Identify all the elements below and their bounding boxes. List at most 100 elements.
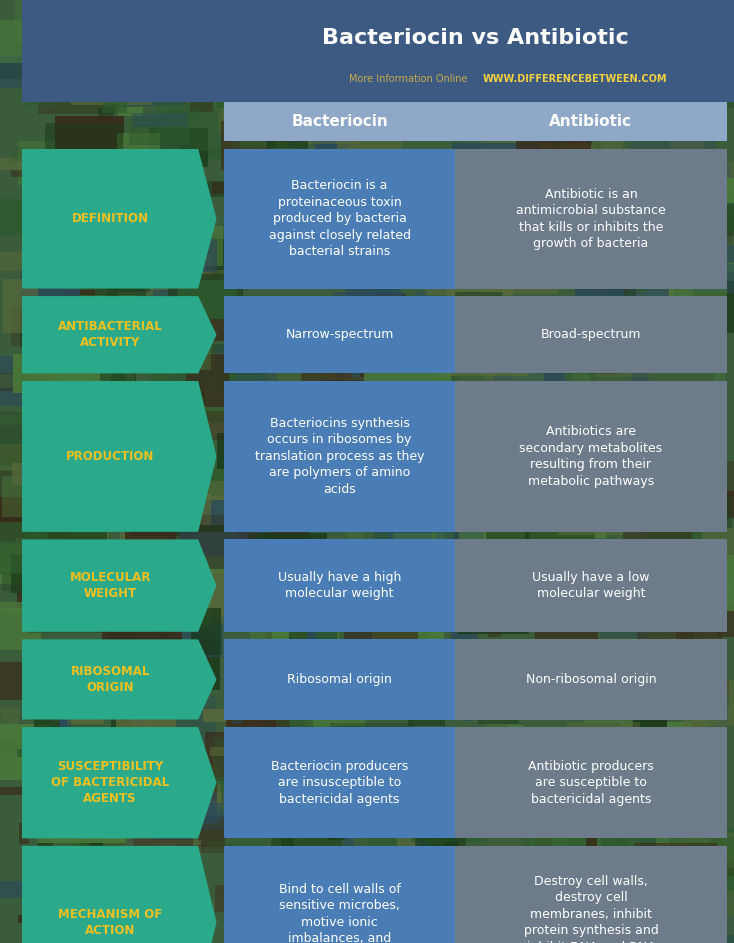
Bar [288, 442, 321, 453]
Bar [487, 524, 527, 541]
Bar [577, 279, 636, 318]
Bar [54, 164, 137, 200]
Bar [89, 449, 129, 478]
Bar [517, 8, 550, 37]
Bar [534, 793, 551, 846]
Bar [644, 212, 674, 236]
Bar [119, 429, 202, 485]
Bar [383, 623, 414, 658]
Bar [54, 716, 103, 724]
Bar [306, 610, 351, 623]
Bar [265, 618, 313, 669]
Bar [150, 128, 208, 167]
Bar [350, 416, 411, 442]
Bar [255, 561, 297, 608]
Text: SUSCEPTIBILITY
OF BACTERICIDAL
AGENTS: SUSCEPTIBILITY OF BACTERICIDAL AGENTS [51, 760, 169, 805]
Bar [250, 94, 285, 134]
Bar [20, 468, 37, 485]
Bar [529, 329, 608, 367]
Bar [175, 587, 211, 629]
Bar [85, 598, 138, 624]
Bar [185, 239, 217, 272]
Bar [374, 293, 406, 348]
Bar [356, 115, 418, 124]
Bar [485, 322, 545, 342]
Bar [50, 20, 106, 46]
Bar [399, 613, 454, 619]
Bar [546, 505, 600, 516]
Bar [92, 765, 167, 790]
Bar [117, 157, 127, 183]
Bar [327, 14, 357, 69]
Bar [73, 473, 132, 482]
Text: More Information Online: More Information Online [349, 74, 468, 85]
Bar [186, 902, 252, 909]
Bar [529, 578, 604, 594]
Bar [644, 907, 666, 943]
Bar [38, 68, 115, 113]
Bar [603, 654, 614, 708]
Text: Bacteriocins synthesis
occurs in ribosomes by
translation process as they
are po: Bacteriocins synthesis occurs in ribosom… [255, 417, 424, 496]
Bar [535, 629, 598, 670]
Bar [131, 167, 179, 174]
Bar [200, 407, 262, 415]
Bar [34, 676, 60, 732]
Bar [0, 20, 83, 63]
Bar [393, 534, 446, 555]
Bar [501, 808, 564, 837]
Bar [192, 636, 209, 669]
Bar [683, 680, 734, 725]
Bar [610, 422, 677, 470]
Bar [252, 476, 321, 496]
Bar [616, 901, 639, 943]
Bar [224, 846, 455, 943]
Bar [617, 43, 652, 53]
Bar [378, 210, 424, 241]
Bar [217, 67, 232, 108]
Bar [635, 553, 668, 589]
Bar [669, 72, 734, 106]
Bar [276, 133, 290, 176]
Bar [236, 527, 309, 557]
Bar [584, 651, 628, 678]
Bar [312, 894, 369, 934]
Bar [11, 307, 46, 346]
Bar [145, 214, 155, 270]
Bar [26, 528, 108, 559]
Bar [270, 148, 298, 191]
Bar [0, 787, 37, 795]
Bar [455, 727, 727, 838]
Bar [224, 381, 455, 532]
Bar [46, 123, 123, 157]
Bar [291, 438, 298, 451]
Bar [168, 274, 243, 319]
Bar [420, 765, 490, 814]
Bar [55, 864, 68, 899]
Bar [0, 470, 76, 508]
Bar [327, 189, 335, 208]
Bar [23, 671, 58, 686]
Bar [217, 347, 277, 395]
Bar [528, 493, 595, 549]
Bar [0, 662, 37, 700]
Bar [435, 0, 523, 24]
Bar [565, 69, 648, 103]
Bar [499, 265, 566, 286]
Bar [633, 907, 683, 929]
Bar [492, 783, 542, 822]
Bar [440, 0, 455, 41]
Bar [519, 439, 584, 489]
Bar [349, 765, 423, 801]
Bar [111, 680, 131, 729]
Bar [511, 370, 544, 410]
Bar [641, 287, 727, 313]
Bar [15, 0, 60, 43]
Bar [249, 533, 327, 552]
Bar [608, 269, 669, 301]
Bar [213, 737, 243, 792]
Bar [360, 370, 399, 377]
Text: Antibiotic: Antibiotic [550, 114, 633, 129]
Bar [508, 904, 582, 943]
Bar [305, 644, 377, 696]
Bar [15, 538, 49, 591]
